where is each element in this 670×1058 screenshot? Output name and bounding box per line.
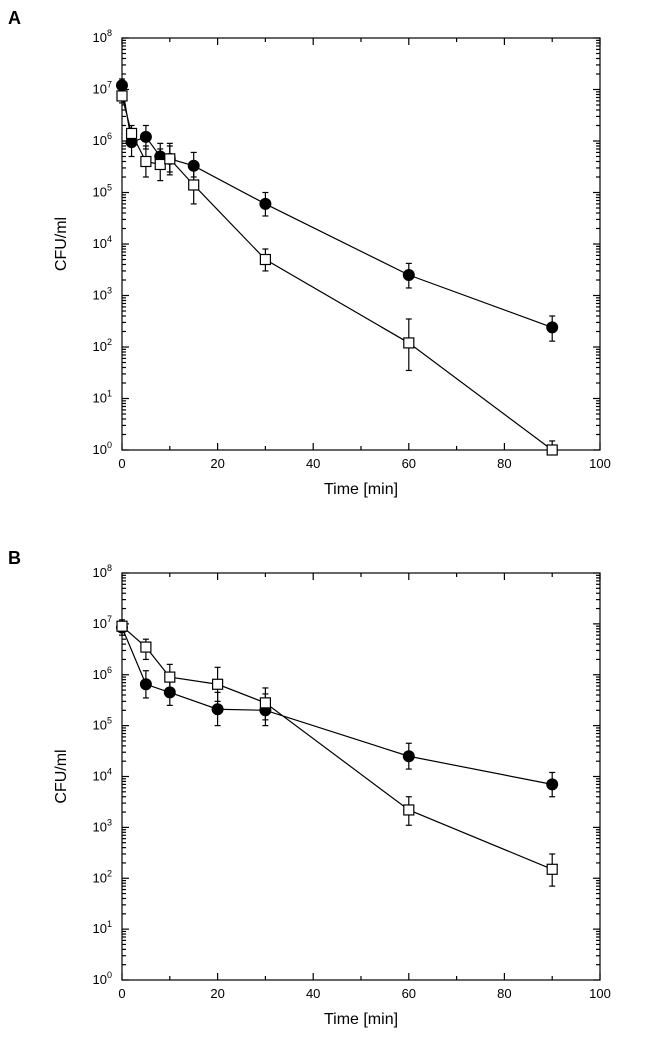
x-tick-label: 60 [402, 456, 416, 471]
series-line-filled_circle [122, 85, 552, 327]
marker-square-icon [141, 156, 151, 166]
panel-a: 0 20 40 60 80 100 100 101 102 103 104 105 106 107 108 T… [40, 20, 640, 520]
y-tick-label: 102 [93, 868, 112, 885]
marker-square-icon [117, 621, 127, 631]
y-tick-label: 107 [93, 80, 112, 97]
x-axis-title: Time [min] [324, 1011, 398, 1028]
y-axis-title: CFU/ml [53, 217, 70, 271]
series-line-open_square [122, 626, 552, 869]
marker-circle-icon [140, 131, 151, 142]
marker-circle-icon [140, 679, 151, 690]
marker-circle-icon [260, 198, 271, 209]
x-tick-label: 80 [497, 456, 511, 471]
marker-circle-icon [547, 779, 558, 790]
y-tick-label: 105 [93, 183, 112, 200]
y-tick-label: 102 [93, 337, 112, 354]
y-tick-label: 108 [93, 28, 112, 45]
y-tick-label: 106 [93, 131, 112, 148]
y-tick-label: 101 [93, 389, 112, 406]
x-tick-label: 0 [118, 986, 125, 1001]
x-tick-label: 20 [210, 986, 224, 1001]
y-tick-label: 108 [93, 563, 112, 580]
y-axis-title: CFU/ml [53, 749, 70, 803]
x-axis-title: Time [min] [324, 481, 398, 498]
x-tick-label: 0 [118, 456, 125, 471]
x-tick-label: 40 [306, 456, 320, 471]
x-tick-label: 100 [589, 456, 611, 471]
y-tick-label: 105 [93, 716, 112, 733]
marker-circle-icon [403, 751, 414, 762]
y-tick-label: 104 [93, 767, 112, 784]
x-tick-label: 20 [210, 456, 224, 471]
y-tick-label: 103 [93, 817, 112, 834]
marker-square-icon [127, 128, 137, 138]
marker-square-icon [547, 864, 557, 874]
marker-square-icon [117, 91, 127, 101]
marker-square-icon [260, 255, 270, 265]
y-tick-label: 101 [93, 919, 112, 936]
y-tick-label: 107 [93, 614, 112, 631]
marker-square-icon [165, 154, 175, 164]
marker-circle-icon [212, 704, 223, 715]
marker-circle-icon [403, 270, 414, 281]
y-tick-label: 100 [93, 970, 112, 987]
panel-b: 0 20 40 60 80 100 100 101 102 103 104 105 106 107 108 T… [40, 555, 640, 1050]
y-tick-label: 100 [93, 440, 112, 457]
marker-square-icon [260, 698, 270, 708]
series-line-filled_circle [122, 627, 552, 784]
x-tick-label: 100 [589, 986, 611, 1001]
marker-square-icon [404, 805, 414, 815]
marker-circle-icon [547, 322, 558, 333]
panel-b-label: B [8, 548, 21, 569]
x-tick-label: 60 [402, 986, 416, 1001]
panel-a-label: A [8, 8, 21, 29]
y-tick-label: 103 [93, 286, 112, 303]
marker-square-icon [141, 642, 151, 652]
marker-square-icon [404, 338, 414, 348]
figure: A 0 20 40 60 80 100 100 101 102 103 104 105 106 107 10… [0, 0, 670, 1058]
marker-square-icon [213, 679, 223, 689]
marker-square-icon [165, 672, 175, 682]
x-tick-label: 80 [497, 986, 511, 1001]
marker-square-icon [189, 180, 199, 190]
x-tick-label: 40 [306, 986, 320, 1001]
marker-square-icon [155, 159, 165, 169]
series-line-open_square [122, 96, 552, 450]
marker-square-icon [547, 445, 557, 455]
chart-A: 0 20 40 60 80 100 100 101 102 103 104 105 106 107 108 T… [40, 20, 640, 520]
chart-B: 0 20 40 60 80 100 100 101 102 103 104 105 106 107 108 T… [40, 555, 640, 1050]
y-tick-label: 106 [93, 665, 112, 682]
y-tick-label: 104 [93, 234, 112, 251]
